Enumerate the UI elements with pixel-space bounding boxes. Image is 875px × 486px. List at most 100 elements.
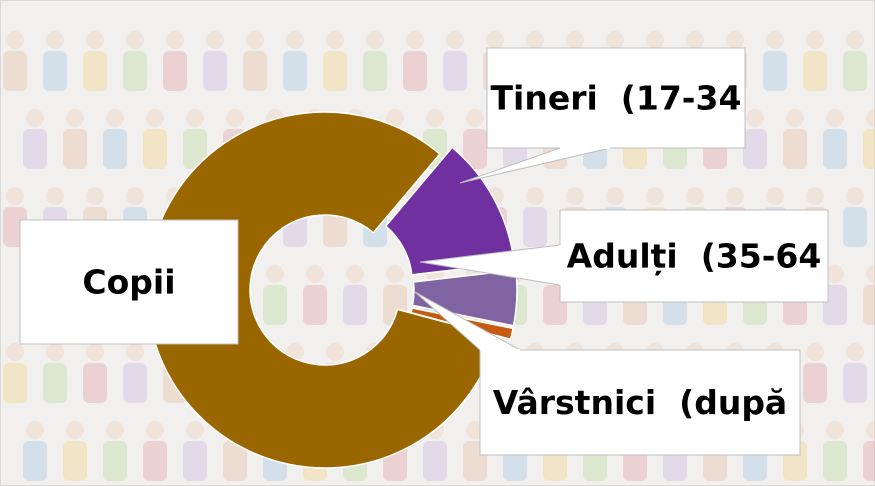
person-head xyxy=(186,109,204,127)
person-head xyxy=(806,187,824,205)
person-body xyxy=(803,363,827,403)
person-head xyxy=(86,187,104,205)
person-body xyxy=(183,441,207,481)
category-label: Tineri (17-34 xyxy=(491,79,742,118)
person-body xyxy=(23,129,47,169)
person-head xyxy=(266,265,284,283)
person-head xyxy=(146,109,164,127)
person-head xyxy=(286,31,304,49)
person-body xyxy=(343,285,367,325)
person-head xyxy=(606,187,624,205)
person-head xyxy=(406,31,424,49)
person-body xyxy=(83,51,107,91)
person-body xyxy=(863,285,875,325)
person-head xyxy=(66,421,84,439)
person-body xyxy=(143,441,167,481)
person-body xyxy=(863,441,875,481)
category-label: Copii xyxy=(82,263,175,302)
chart: Copii Tineri (17-34 Adulți (35-64 Vârstnici… xyxy=(0,0,875,486)
person-body xyxy=(763,51,787,91)
person-body xyxy=(103,129,127,169)
person-head xyxy=(526,31,544,49)
person-head xyxy=(526,187,544,205)
person-head xyxy=(846,31,864,49)
person-body xyxy=(743,129,767,169)
person-head xyxy=(746,109,764,127)
category-label: Adulți (35-64 xyxy=(567,237,822,276)
person-head xyxy=(86,343,104,361)
person-body xyxy=(63,129,87,169)
person-head xyxy=(246,31,264,49)
person-head xyxy=(326,31,344,49)
person-head xyxy=(386,265,404,283)
person-body xyxy=(283,51,307,91)
person-head xyxy=(126,187,144,205)
page: Copii Tineri (17-34 Adulți (35-64 Vârstnici… xyxy=(0,0,875,486)
person-head xyxy=(786,109,804,127)
person-body xyxy=(3,51,27,91)
person-body xyxy=(263,285,287,325)
person-head xyxy=(26,421,44,439)
person-body xyxy=(103,441,127,481)
person-head xyxy=(366,31,384,49)
person-body xyxy=(843,51,867,91)
person-body xyxy=(783,129,807,169)
person-head xyxy=(646,31,664,49)
person-body xyxy=(23,441,47,481)
person-head xyxy=(26,109,44,127)
person-head xyxy=(346,265,364,283)
person-head xyxy=(306,265,324,283)
person-head xyxy=(806,31,824,49)
person-head xyxy=(166,31,184,49)
person-body xyxy=(43,51,67,91)
person-body xyxy=(123,363,147,403)
person-body xyxy=(843,363,867,403)
person-head xyxy=(686,31,704,49)
person-head xyxy=(126,343,144,361)
person-body xyxy=(243,51,267,91)
person-head xyxy=(6,187,24,205)
person-head xyxy=(446,31,464,49)
person-head xyxy=(726,187,744,205)
person-body xyxy=(303,285,327,325)
person-head xyxy=(826,421,844,439)
person-head xyxy=(106,109,124,127)
person-head xyxy=(426,109,444,127)
category-label: Vârstnici (după xyxy=(493,383,787,422)
person-body xyxy=(863,129,875,169)
person-head xyxy=(806,343,824,361)
person-body xyxy=(423,441,447,481)
person-head xyxy=(326,343,344,361)
person-head xyxy=(46,31,64,49)
person-body xyxy=(823,441,847,481)
person-body xyxy=(63,441,87,481)
person-body xyxy=(83,363,107,403)
person-body xyxy=(123,51,147,91)
person-head xyxy=(46,343,64,361)
person-head xyxy=(226,109,244,127)
person-head xyxy=(106,421,124,439)
person-head xyxy=(186,421,204,439)
person-head xyxy=(126,31,144,49)
person-body xyxy=(823,129,847,169)
person-head xyxy=(726,31,744,49)
person-body xyxy=(363,51,387,91)
person-head xyxy=(846,187,864,205)
person-head xyxy=(686,187,704,205)
person-body xyxy=(203,51,227,91)
person-head xyxy=(66,109,84,127)
person-head xyxy=(486,31,504,49)
person-head xyxy=(86,31,104,49)
person-body xyxy=(443,51,467,91)
person-body xyxy=(523,207,547,247)
person-body xyxy=(3,363,27,403)
person-head xyxy=(606,31,624,49)
person-head xyxy=(466,109,484,127)
person-head xyxy=(6,31,24,49)
person-head xyxy=(646,187,664,205)
person-head xyxy=(206,31,224,49)
person-head xyxy=(566,187,584,205)
person-head xyxy=(146,421,164,439)
person-body xyxy=(843,207,867,247)
person-head xyxy=(826,109,844,127)
